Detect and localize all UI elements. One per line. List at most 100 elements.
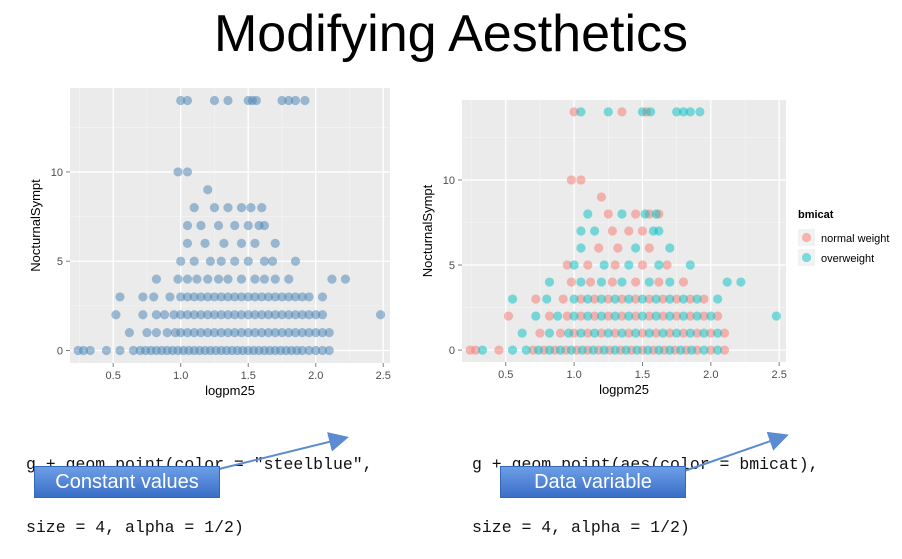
data-point (128, 345, 139, 356)
data-point (219, 238, 229, 248)
data-point (270, 310, 280, 320)
x-tick-label: 1.0 (173, 370, 188, 382)
data-point (665, 328, 675, 338)
data-point (297, 345, 307, 356)
data-point (284, 274, 294, 284)
data-point (624, 226, 634, 236)
data-point (213, 274, 224, 284)
data-point (685, 107, 695, 117)
data-point (209, 328, 220, 338)
data-point (617, 311, 627, 321)
data-point (138, 310, 148, 320)
data-point (576, 226, 586, 236)
data-point (192, 274, 202, 284)
data-point (151, 328, 162, 338)
data-point (596, 277, 607, 287)
data-point (236, 203, 247, 213)
data-point (672, 107, 682, 117)
data-point (576, 243, 586, 253)
data-point (678, 328, 689, 338)
data-point (562, 260, 572, 270)
data-point (162, 328, 172, 338)
x-tick-label: 0.5 (106, 370, 121, 382)
data-point (651, 328, 661, 338)
data-point (631, 311, 641, 321)
data-point (304, 292, 314, 302)
data-point (284, 95, 294, 106)
data-point (599, 345, 609, 355)
data-point (678, 107, 689, 117)
data-point (277, 310, 287, 320)
data-point (658, 328, 668, 338)
data-point (115, 345, 125, 356)
data-point (503, 311, 514, 321)
data-point (203, 185, 213, 195)
data-point (658, 294, 668, 304)
data-point (706, 311, 716, 321)
data-point (182, 220, 193, 231)
data-point (165, 292, 175, 302)
data-point (507, 294, 518, 304)
data-point (651, 209, 661, 219)
data-point (317, 292, 328, 302)
slide-title: Modifying Aesthetics (213, 5, 689, 63)
data-point (685, 328, 695, 338)
data-point (290, 292, 301, 302)
data-point (631, 209, 641, 219)
data-point (243, 256, 253, 266)
data-point (257, 203, 267, 213)
data-point (243, 310, 253, 320)
data-point (719, 328, 730, 338)
data-point (311, 328, 321, 338)
data-point (583, 328, 593, 338)
x-tick-label: 2.0 (308, 370, 323, 382)
data-point (610, 260, 620, 270)
data-point (230, 328, 240, 338)
legend-title: bmicat (798, 209, 834, 221)
data-point (644, 311, 654, 321)
x-tick-label: 1.5 (635, 369, 650, 381)
data-point (182, 310, 193, 320)
data-point (173, 167, 183, 177)
data-point (230, 292, 240, 302)
data-point (250, 310, 260, 320)
data-point (270, 292, 280, 302)
data-point (182, 167, 193, 177)
data-point (236, 310, 247, 320)
data-point (617, 294, 627, 304)
data-point (196, 292, 206, 302)
data-point (223, 95, 233, 106)
data-point (637, 107, 648, 117)
data-point (583, 294, 593, 304)
data-point (216, 292, 226, 302)
data-point (317, 328, 328, 338)
data-point (263, 310, 274, 320)
data-point (603, 209, 613, 219)
data-point (115, 292, 125, 302)
data-point (324, 328, 334, 338)
data-point (692, 328, 702, 338)
data-point (85, 345, 95, 356)
data-point (216, 256, 226, 266)
data-point (576, 175, 586, 185)
y-tick-label: 10 (443, 175, 455, 187)
data-point (644, 294, 654, 304)
data-point (678, 277, 689, 287)
data-point (182, 292, 193, 302)
data-point (662, 260, 672, 270)
data-point (676, 345, 686, 355)
data-point (576, 294, 586, 304)
data-point (590, 226, 600, 236)
data-point (585, 277, 596, 287)
data-point (78, 345, 89, 356)
data-point (531, 294, 541, 304)
x-tick-label: 2.0 (703, 369, 718, 381)
data-point (544, 277, 555, 287)
data-point (507, 345, 518, 355)
data-point (713, 345, 723, 355)
data-point (277, 292, 287, 302)
data-point (517, 328, 527, 338)
data-point (324, 345, 334, 356)
data-point (566, 345, 576, 355)
data-point (203, 328, 213, 338)
